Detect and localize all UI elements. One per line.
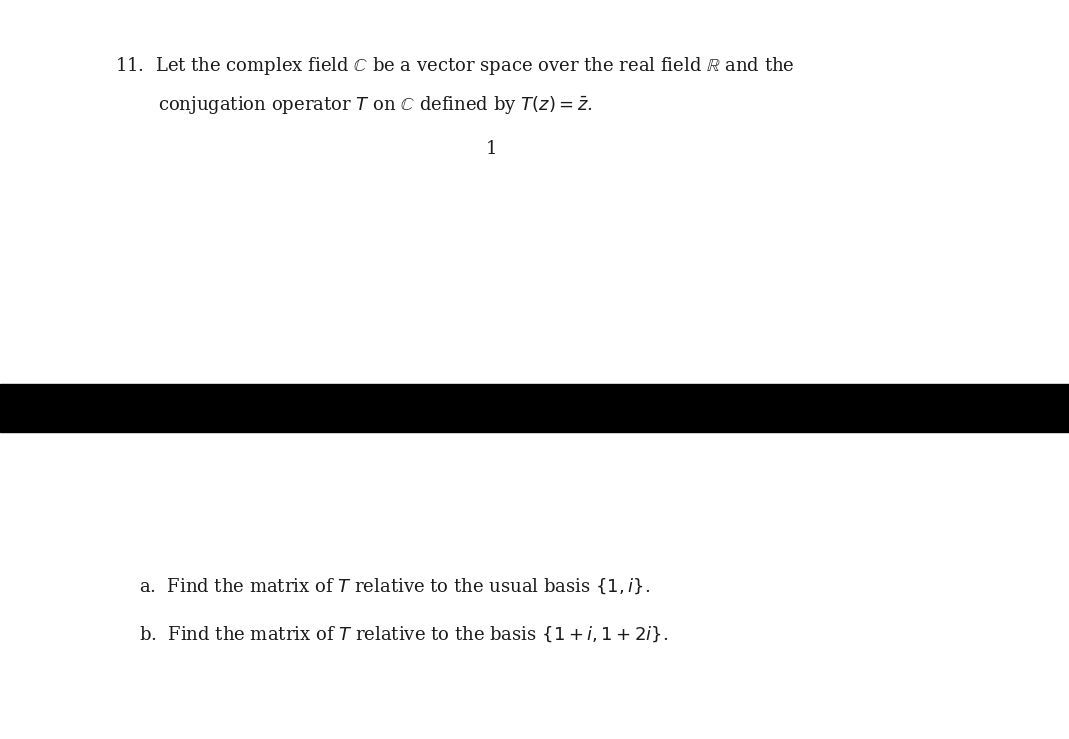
Bar [0,384,1069,432]
Text: 11.  Let the complex field $\mathbb{C}$ be a vector space over the real field $\: 11. Let the complex field $\mathbb{C}$ b… [115,55,795,78]
Text: b.  Find the matrix of $T$ relative to the basis $\{1+i, 1+2i\}$.: b. Find the matrix of $T$ relative to th… [139,624,668,644]
Text: conjugation operator $T$ on $\mathbb{C}$ defined by $T(z) = \bar{z}$.: conjugation operator $T$ on $\mathbb{C}$… [158,94,593,116]
Text: a.  Find the matrix of $T$ relative to the usual basis $\{1, i\}$.: a. Find the matrix of $T$ relative to th… [139,576,650,596]
Text: 1: 1 [486,140,497,158]
